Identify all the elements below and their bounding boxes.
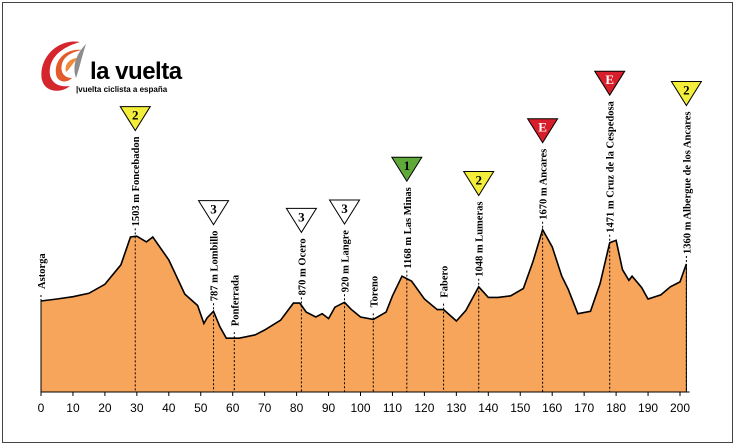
climb-marker: 1168 m Las Minas 1 [390, 156, 423, 392]
x-tick-label: 120 [414, 401, 434, 415]
climb-label: 1360 m Albergue de los Ancares [682, 112, 693, 254]
climb-marker: 870 m Ocero 3 [285, 207, 318, 392]
climb-marker: 787 m Lombillo 3 [197, 200, 230, 392]
climb-marker: 1670 m Ancares E [526, 118, 559, 392]
x-tick-label: 40 [162, 401, 176, 415]
climb-category-badge [593, 70, 626, 97]
logo-brand-text: la vuelta [90, 58, 182, 85]
x-tick-label: 160 [542, 401, 562, 415]
logo-swoosh-mid [55, 49, 82, 82]
x-tick-label: 180 [606, 401, 626, 415]
x-tick-label: 110 [383, 401, 402, 415]
climb-category-badge [526, 118, 559, 144]
climb-category-badge [328, 199, 361, 225]
climb-category-label: 2 [683, 83, 690, 98]
climb-category-label: 2 [132, 108, 139, 123]
place-label: Ponferrada [230, 274, 241, 326]
x-tick-label: 190 [638, 401, 658, 415]
climb-category-label: E [605, 72, 614, 87]
climb-category-badge [197, 200, 230, 226]
climb-category-label: 3 [341, 201, 348, 216]
climb-category-label: E [538, 120, 547, 135]
x-tick-label: 50 [194, 401, 208, 415]
climb-category-label: 1 [404, 158, 411, 173]
x-tick-label: 70 [258, 401, 272, 415]
place-marker: Fabero [440, 266, 451, 392]
climb-marker: 1471 m Cruz de la Cespedosa E [593, 70, 626, 392]
climb-label: 1168 m Las Minas [403, 187, 414, 268]
x-tick-label: 30 [130, 401, 144, 415]
place-marker: Toreno [369, 276, 380, 392]
climb-category-badge [285, 207, 318, 234]
climb-label: 870 m Ocero [297, 238, 308, 295]
place-label: Fabero [440, 266, 451, 298]
x-tick-label: 20 [98, 401, 112, 415]
x-tick-label: 80 [290, 401, 304, 415]
x-tick-label: 100 [350, 401, 370, 415]
logo-swoosh-grey [74, 44, 86, 78]
x-tick-label: 130 [446, 401, 466, 415]
x-tick-label: 200 [670, 401, 690, 415]
climb-category-label: 3 [210, 202, 217, 217]
climb-category-badge [119, 106, 152, 132]
climb-marker: 920 m Langre 3 [328, 199, 361, 392]
x-tick-label: 10 [66, 401, 80, 415]
logo-tagline: |vuelta ciclista a españa [76, 85, 168, 94]
x-tick-label: 170 [574, 401, 594, 415]
x-tick-label: 150 [510, 401, 530, 415]
x-tick-label: 140 [478, 401, 498, 415]
climb-label: 1048 m Lumeras [475, 202, 486, 277]
x-tick-label: 60 [226, 401, 240, 415]
vuelta-logo-emblem [41, 41, 86, 91]
place-marker: Ponferrada [230, 274, 241, 392]
climb-label: 920 m Langre [341, 230, 352, 293]
climb-label: 1471 m Cruz de la Cespedosa [606, 100, 617, 232]
x-tick-label: 90 [322, 401, 336, 415]
climb-label: 1670 m Ancares [539, 149, 550, 220]
x-tick-label: 0 [38, 401, 45, 415]
place-label: Astorga [37, 253, 48, 289]
climb-category-badge [390, 156, 423, 183]
climb-category-badge [462, 171, 495, 197]
climb-label: 1503 m Foncebadon [131, 136, 142, 226]
place-label: Toreno [369, 276, 380, 308]
climb-marker: 1048 m Lumeras 2 [462, 171, 495, 392]
vuelta-logo: la vuelta |vuelta ciclista a españa [36, 36, 196, 100]
climb-label: 787 m Lombillo [210, 231, 221, 302]
logo-swoosh-outer [41, 41, 80, 91]
climb-category-label: 2 [475, 173, 482, 188]
climb-category-badge [670, 81, 703, 107]
logo-swoosh-inner [65, 58, 78, 72]
profile-line [40, 227, 688, 339]
profile-area [41, 229, 687, 392]
climb-marker: 1503 m Foncebadon 2 [119, 106, 152, 392]
climb-category-label: 3 [298, 209, 305, 224]
